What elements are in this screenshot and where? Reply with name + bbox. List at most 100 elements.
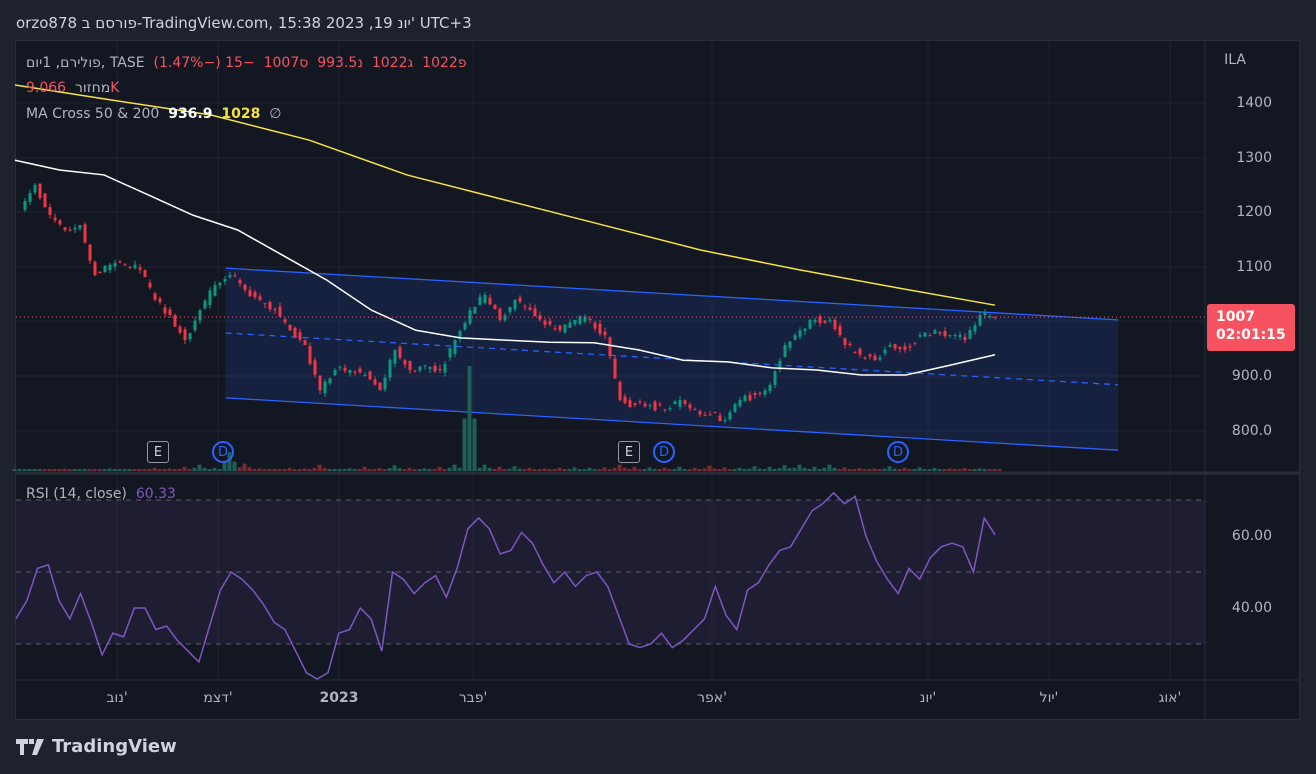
volume-bar <box>72 469 77 471</box>
candle <box>508 306 512 313</box>
candle <box>133 264 137 269</box>
volume-bar <box>167 468 172 471</box>
volume-bar <box>732 469 737 471</box>
volume-bar <box>812 466 817 471</box>
ma-label[interactable]: MA Cross 50 & 200 <box>26 106 160 122</box>
candle <box>353 371 357 373</box>
volume-bar <box>707 465 712 471</box>
volume-bar <box>807 468 812 471</box>
volume-bar <box>542 468 547 471</box>
rsi-label[interactable]: RSI (14, close) <box>26 486 127 502</box>
volume-bar <box>702 468 707 471</box>
last-price-badge: 1007 02:01:15 <box>1207 304 1295 351</box>
volume-bar <box>327 469 332 471</box>
volume-bar <box>382 469 387 471</box>
volume-bar <box>952 469 957 471</box>
volume-bar <box>177 468 182 471</box>
candle <box>633 403 637 405</box>
volume-bar <box>612 467 617 471</box>
candle <box>183 329 187 341</box>
rsi-value: 60.33 <box>135 486 176 502</box>
candle <box>53 217 57 221</box>
ma50-value: 936.9 <box>168 106 213 122</box>
high-value: ג1022 <box>371 55 414 71</box>
candle <box>338 366 342 368</box>
volume-bar <box>887 466 892 471</box>
candle <box>648 404 652 406</box>
tradingview-logo[interactable]: TradingView <box>16 736 177 757</box>
volume-bar <box>787 468 792 471</box>
candle <box>868 354 872 357</box>
candle <box>603 331 607 336</box>
volume-bar <box>227 452 232 471</box>
candle <box>988 316 992 318</box>
candle <box>548 321 552 325</box>
candle <box>203 300 207 309</box>
volume-bar <box>232 461 237 471</box>
earnings-marker[interactable]: E <box>618 441 640 463</box>
volume-bar <box>617 464 622 471</box>
volume-bar <box>322 467 327 471</box>
dividend-marker[interactable]: D <box>653 441 675 463</box>
chart-pane[interactable] <box>15 40 1300 720</box>
volume-bar <box>912 469 917 471</box>
volume-bar <box>712 468 717 471</box>
candle <box>738 400 742 407</box>
candle <box>283 319 287 323</box>
candle <box>413 370 417 372</box>
symbol-name[interactable]: פולירם, 1יום, TASE <box>26 55 145 71</box>
candle <box>238 280 242 284</box>
candle <box>258 296 262 300</box>
volume-bar <box>977 468 982 471</box>
volume-bar <box>132 469 137 471</box>
candle <box>273 308 277 311</box>
volume-bar <box>147 469 152 471</box>
channel-top-line <box>225 267 1119 321</box>
candle <box>358 368 362 373</box>
candle <box>693 409 697 411</box>
candle <box>98 271 102 274</box>
volume-bar <box>117 469 122 471</box>
earnings-marker[interactable]: E <box>147 441 169 463</box>
currency-label: ILA <box>1224 52 1246 68</box>
candle <box>473 306 477 314</box>
volume-bar <box>552 469 557 471</box>
dividend-marker[interactable]: D <box>212 441 234 463</box>
volume-bar <box>202 467 207 471</box>
candle <box>513 299 517 310</box>
volume-bar <box>172 469 177 471</box>
volume-bar <box>822 467 827 471</box>
volume-bar <box>242 463 247 471</box>
candle <box>958 334 962 337</box>
volume-bar <box>522 469 527 471</box>
volume-bar <box>632 466 637 471</box>
candle <box>88 244 92 261</box>
candle <box>848 343 852 345</box>
volume-bar <box>152 467 157 471</box>
candle <box>903 346 907 350</box>
dividend-marker[interactable]: D <box>887 441 909 463</box>
volume-bar <box>437 466 442 471</box>
candle <box>858 348 862 355</box>
volume-bar <box>217 469 222 471</box>
hidden-icon[interactable]: ∅ <box>269 106 282 122</box>
candle <box>793 335 797 340</box>
candle <box>228 275 232 278</box>
candle <box>878 357 882 360</box>
volume-bar <box>892 468 897 471</box>
volume-bar <box>577 469 582 471</box>
volume-bar <box>692 467 697 471</box>
volume-bar <box>882 468 887 471</box>
candle <box>628 400 632 407</box>
volume-bar <box>837 469 842 471</box>
chart-title: orzo878 פורסם ב-TradingView.com, 15:38 2… <box>16 14 472 32</box>
volume-bar <box>742 469 747 471</box>
candle <box>463 322 467 330</box>
volume-bar <box>572 467 577 471</box>
volume-bar <box>872 468 877 471</box>
candle <box>543 320 547 325</box>
volume-bar <box>457 467 462 471</box>
volume-bar <box>967 469 972 471</box>
volume-bar <box>647 467 652 471</box>
